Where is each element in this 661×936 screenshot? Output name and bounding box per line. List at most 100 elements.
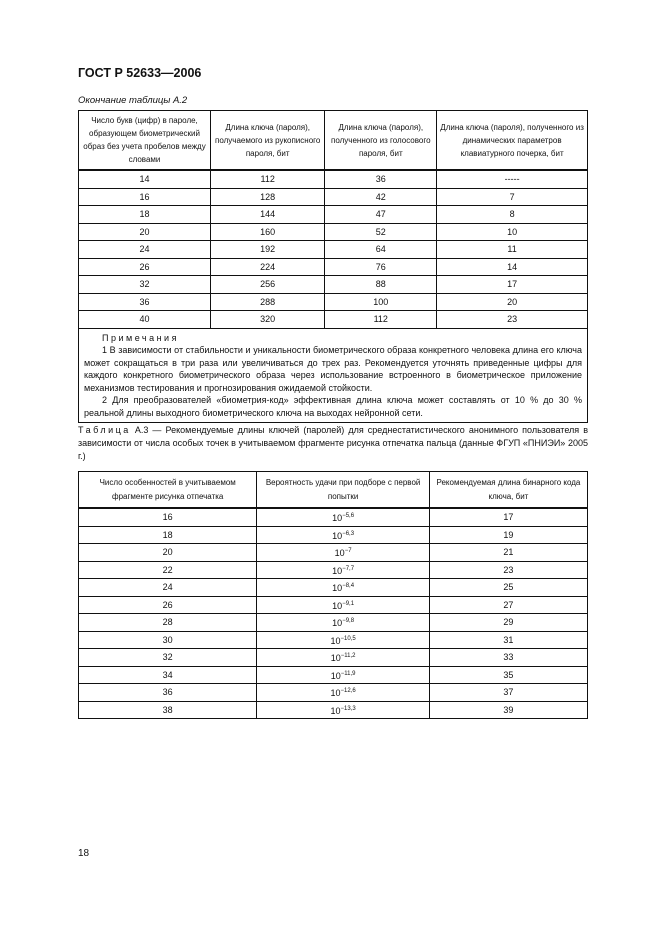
table-row: 24 192 64 11	[78, 240, 588, 259]
table-row: 26 10−9,1 27	[77, 595, 589, 614]
probability-cell: 10−8,4	[256, 578, 430, 597]
table-cell: 11	[436, 240, 588, 259]
caption-text: А.3 — Рекомендуемые длины ключей (пароле…	[78, 425, 588, 461]
table-cell: 22	[77, 560, 258, 579]
table-cell: 38	[77, 700, 258, 719]
table-cell: 76	[324, 257, 438, 276]
probability-base: 10	[332, 530, 343, 541]
table-cell: 36	[324, 169, 438, 189]
probability-exponent: −12,6	[340, 688, 356, 695]
probability-base: 10	[330, 653, 341, 664]
table-cell: 88	[324, 275, 438, 294]
table-cell: 24	[78, 240, 211, 259]
table-row: 22 10−7,7 23	[77, 560, 589, 579]
table-cell: 23	[436, 310, 588, 329]
table-cell: 18	[77, 525, 258, 544]
table-cell: 17	[436, 275, 588, 294]
probability-cell: 10−11,9	[256, 665, 430, 684]
probability-exponent: −6,3	[342, 530, 355, 537]
table-row: 18 144 47 8	[78, 205, 588, 224]
table-cell: 25	[428, 578, 589, 597]
table-cell: 64	[324, 240, 438, 259]
probability-cell: 10−12,6	[256, 683, 430, 702]
column-header: Число букв (цифр) в пароле, образующем б…	[78, 110, 211, 171]
table-cell: 20	[78, 222, 211, 241]
table-cell: 14	[78, 169, 211, 189]
probability-base: 10	[330, 688, 341, 699]
probability-cell: 10−9,8	[256, 613, 430, 632]
table-row: 36 288 100 20	[78, 292, 588, 311]
probability-exponent: −9,8	[342, 618, 355, 625]
probability-base: 10	[330, 705, 341, 716]
probability-base: 10	[332, 565, 343, 576]
table-cell: 160	[209, 222, 326, 241]
table-row: 34 10−11,9 35	[77, 665, 589, 684]
column-header: Длина ключа (пароля), полученного из дин…	[436, 110, 588, 171]
column-header: Рекомендуемая длина бинарного кода ключа…	[428, 471, 589, 509]
table-row: 28 10−9,8 29	[77, 613, 589, 632]
table-a2: Число букв (цифр) в пароле, образующем б…	[78, 110, 588, 423]
table-cell: 24	[77, 578, 258, 597]
caption-label: Таблица	[78, 425, 131, 435]
probability-base: 10	[332, 583, 343, 594]
table-a2-caption: Окончание таблицы А.2	[78, 95, 188, 106]
table-cell: 8	[436, 205, 588, 224]
probability-base: 10	[330, 635, 341, 646]
table-row: 36 10−12,6 37	[77, 683, 589, 702]
table-row: 24 10−8,4 25	[77, 578, 589, 597]
column-header: Число особенностей в учитываемом фрагмен…	[77, 471, 258, 509]
table-row: 20 160 52 10	[78, 222, 588, 241]
note-1: 1 В зависимости от стабильности и уникал…	[84, 345, 582, 393]
table-cell: 34	[77, 665, 258, 684]
probability-base: 10	[332, 513, 343, 524]
table-cell: 47	[324, 205, 438, 224]
table-cell: 18	[78, 205, 211, 224]
probability-cell: 10−11,2	[256, 648, 430, 667]
probability-base: 10	[334, 548, 345, 559]
table-row: 40 320 112 23	[78, 310, 588, 329]
table-row: 38 10−13,3 39	[77, 700, 589, 719]
table-cell: 21	[428, 543, 589, 562]
table-cell: 192	[209, 240, 326, 259]
table-cell: 31	[428, 630, 589, 649]
table-cell: 36	[78, 292, 211, 311]
table-cell: 40	[78, 310, 211, 329]
column-header: Длина ключа (пароля), получаемого из рук…	[209, 110, 326, 171]
table-cell: 112	[324, 310, 438, 329]
table-cell: 128	[209, 187, 326, 206]
table-cell: 26	[77, 595, 258, 614]
table-cell: 224	[209, 257, 326, 276]
probability-exponent: −9,1	[342, 600, 355, 607]
probability-cell: 10−7	[256, 543, 430, 562]
table-cell: 14	[436, 257, 588, 276]
table-cell: 16	[78, 187, 211, 206]
table-cell: 7	[436, 187, 588, 206]
table-cell: 39	[428, 700, 589, 719]
table-row: 14 112 36 -----	[78, 169, 588, 189]
table-cell: 10	[436, 222, 588, 241]
probability-exponent: −8,4	[342, 583, 355, 590]
table-cell: 35	[428, 665, 589, 684]
probability-base: 10	[330, 670, 341, 681]
table-cell: 32	[78, 275, 211, 294]
probability-cell: 10−5,6	[256, 507, 430, 527]
table-cell: 36	[77, 683, 258, 702]
table-cell: 27	[428, 595, 589, 614]
table-row: 30 10−10,5 31	[77, 630, 589, 649]
table-cell: 100	[324, 292, 438, 311]
probability-exponent: −10,5	[340, 635, 356, 642]
table-row: 16 128 42 7	[78, 187, 588, 206]
table-cell: -----	[436, 169, 588, 189]
table-row: 20 10−7 21	[77, 543, 589, 562]
table-row: 32 10−11,2 33	[77, 648, 589, 667]
table-cell: 17	[428, 507, 589, 527]
column-header: Вероятность удачи при подборе с первой п…	[256, 471, 430, 509]
probability-cell: 10−7,7	[256, 560, 430, 579]
table-notes: Примечания 1 В зависимости от стабильнос…	[78, 327, 588, 423]
table-cell: 37	[428, 683, 589, 702]
notes-title: Примечания	[102, 332, 179, 343]
document-header: ГОСТ Р 52633—2006	[78, 66, 202, 80]
table-cell: 20	[436, 292, 588, 311]
table-cell: 30	[77, 630, 258, 649]
